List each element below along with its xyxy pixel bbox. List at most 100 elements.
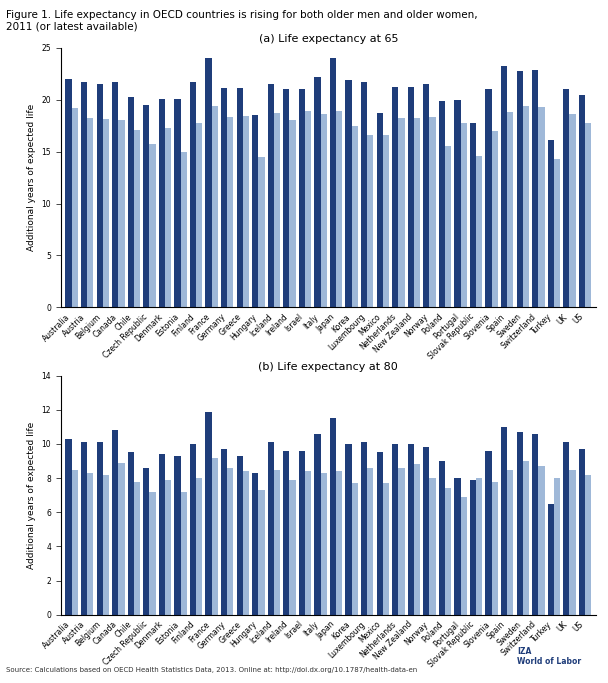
Bar: [454, 478, 460, 615]
Bar: [351, 126, 358, 307]
Bar: [134, 482, 140, 615]
Bar: [470, 122, 476, 307]
Bar: [206, 411, 212, 615]
Bar: [258, 490, 264, 615]
Bar: [112, 430, 119, 615]
Bar: [190, 444, 196, 615]
Bar: [407, 87, 414, 307]
Bar: [414, 118, 420, 307]
Bar: [150, 144, 156, 307]
Bar: [507, 470, 513, 615]
Bar: [221, 88, 227, 307]
Bar: [97, 443, 103, 615]
Bar: [492, 131, 498, 307]
Bar: [159, 454, 165, 615]
Bar: [585, 122, 591, 307]
Bar: [174, 456, 181, 615]
Bar: [523, 461, 529, 615]
Bar: [112, 82, 119, 307]
Bar: [212, 458, 218, 615]
Bar: [274, 470, 280, 615]
Title: (b) Life expectancy at 80: (b) Life expectancy at 80: [258, 362, 398, 372]
Bar: [501, 66, 507, 307]
Bar: [289, 120, 295, 307]
Y-axis label: Additional years of expected life: Additional years of expected life: [27, 104, 36, 251]
Bar: [237, 456, 243, 615]
Bar: [554, 478, 560, 615]
Bar: [196, 122, 202, 307]
Bar: [563, 443, 570, 615]
Bar: [570, 470, 576, 615]
Bar: [570, 114, 576, 307]
Bar: [314, 77, 320, 307]
Bar: [579, 94, 585, 307]
Bar: [66, 439, 72, 615]
Bar: [268, 443, 274, 615]
Bar: [476, 478, 482, 615]
Bar: [376, 113, 383, 307]
Bar: [181, 152, 187, 307]
Bar: [423, 84, 429, 307]
Bar: [376, 453, 383, 615]
Bar: [407, 444, 414, 615]
Bar: [485, 451, 492, 615]
Bar: [383, 135, 389, 307]
Bar: [383, 484, 389, 615]
Bar: [243, 471, 249, 615]
Bar: [367, 468, 373, 615]
Bar: [243, 116, 249, 307]
Bar: [289, 479, 295, 615]
Bar: [579, 449, 585, 615]
Bar: [423, 447, 429, 615]
Bar: [103, 120, 109, 307]
Bar: [274, 113, 280, 307]
Bar: [460, 122, 467, 307]
Bar: [532, 434, 538, 615]
Bar: [87, 473, 94, 615]
Bar: [143, 105, 150, 307]
Title: (a) Life expectancy at 65: (a) Life expectancy at 65: [258, 34, 398, 44]
Bar: [548, 140, 554, 307]
Bar: [492, 482, 498, 615]
Bar: [221, 449, 227, 615]
Bar: [470, 479, 476, 615]
Bar: [336, 111, 342, 307]
Bar: [134, 130, 140, 307]
Bar: [227, 117, 233, 307]
Bar: [429, 478, 436, 615]
Bar: [445, 146, 451, 307]
Bar: [299, 451, 305, 615]
Bar: [81, 82, 87, 307]
Bar: [299, 89, 305, 307]
Bar: [517, 70, 523, 307]
Bar: [538, 107, 545, 307]
Bar: [81, 443, 87, 615]
Bar: [548, 504, 554, 615]
Bar: [252, 115, 258, 307]
Bar: [103, 475, 109, 615]
Text: IZA
World of Labor: IZA World of Labor: [517, 647, 581, 666]
Bar: [283, 451, 289, 615]
Bar: [454, 100, 460, 307]
Bar: [305, 471, 311, 615]
Bar: [398, 468, 404, 615]
Bar: [174, 98, 181, 307]
Bar: [159, 98, 165, 307]
Bar: [361, 82, 367, 307]
Bar: [501, 427, 507, 615]
Bar: [66, 79, 72, 307]
Bar: [445, 488, 451, 615]
Bar: [212, 106, 218, 307]
Bar: [336, 471, 342, 615]
Bar: [392, 87, 398, 307]
Bar: [165, 479, 171, 615]
Bar: [367, 135, 373, 307]
Legend: Female life expectancy at 65, Male life expectancy at 65: Female life expectancy at 65, Male life …: [171, 421, 485, 438]
Bar: [330, 418, 336, 615]
Bar: [517, 432, 523, 615]
Bar: [392, 444, 398, 615]
Bar: [429, 117, 436, 307]
Bar: [361, 443, 367, 615]
Bar: [268, 84, 274, 307]
Bar: [119, 120, 125, 307]
